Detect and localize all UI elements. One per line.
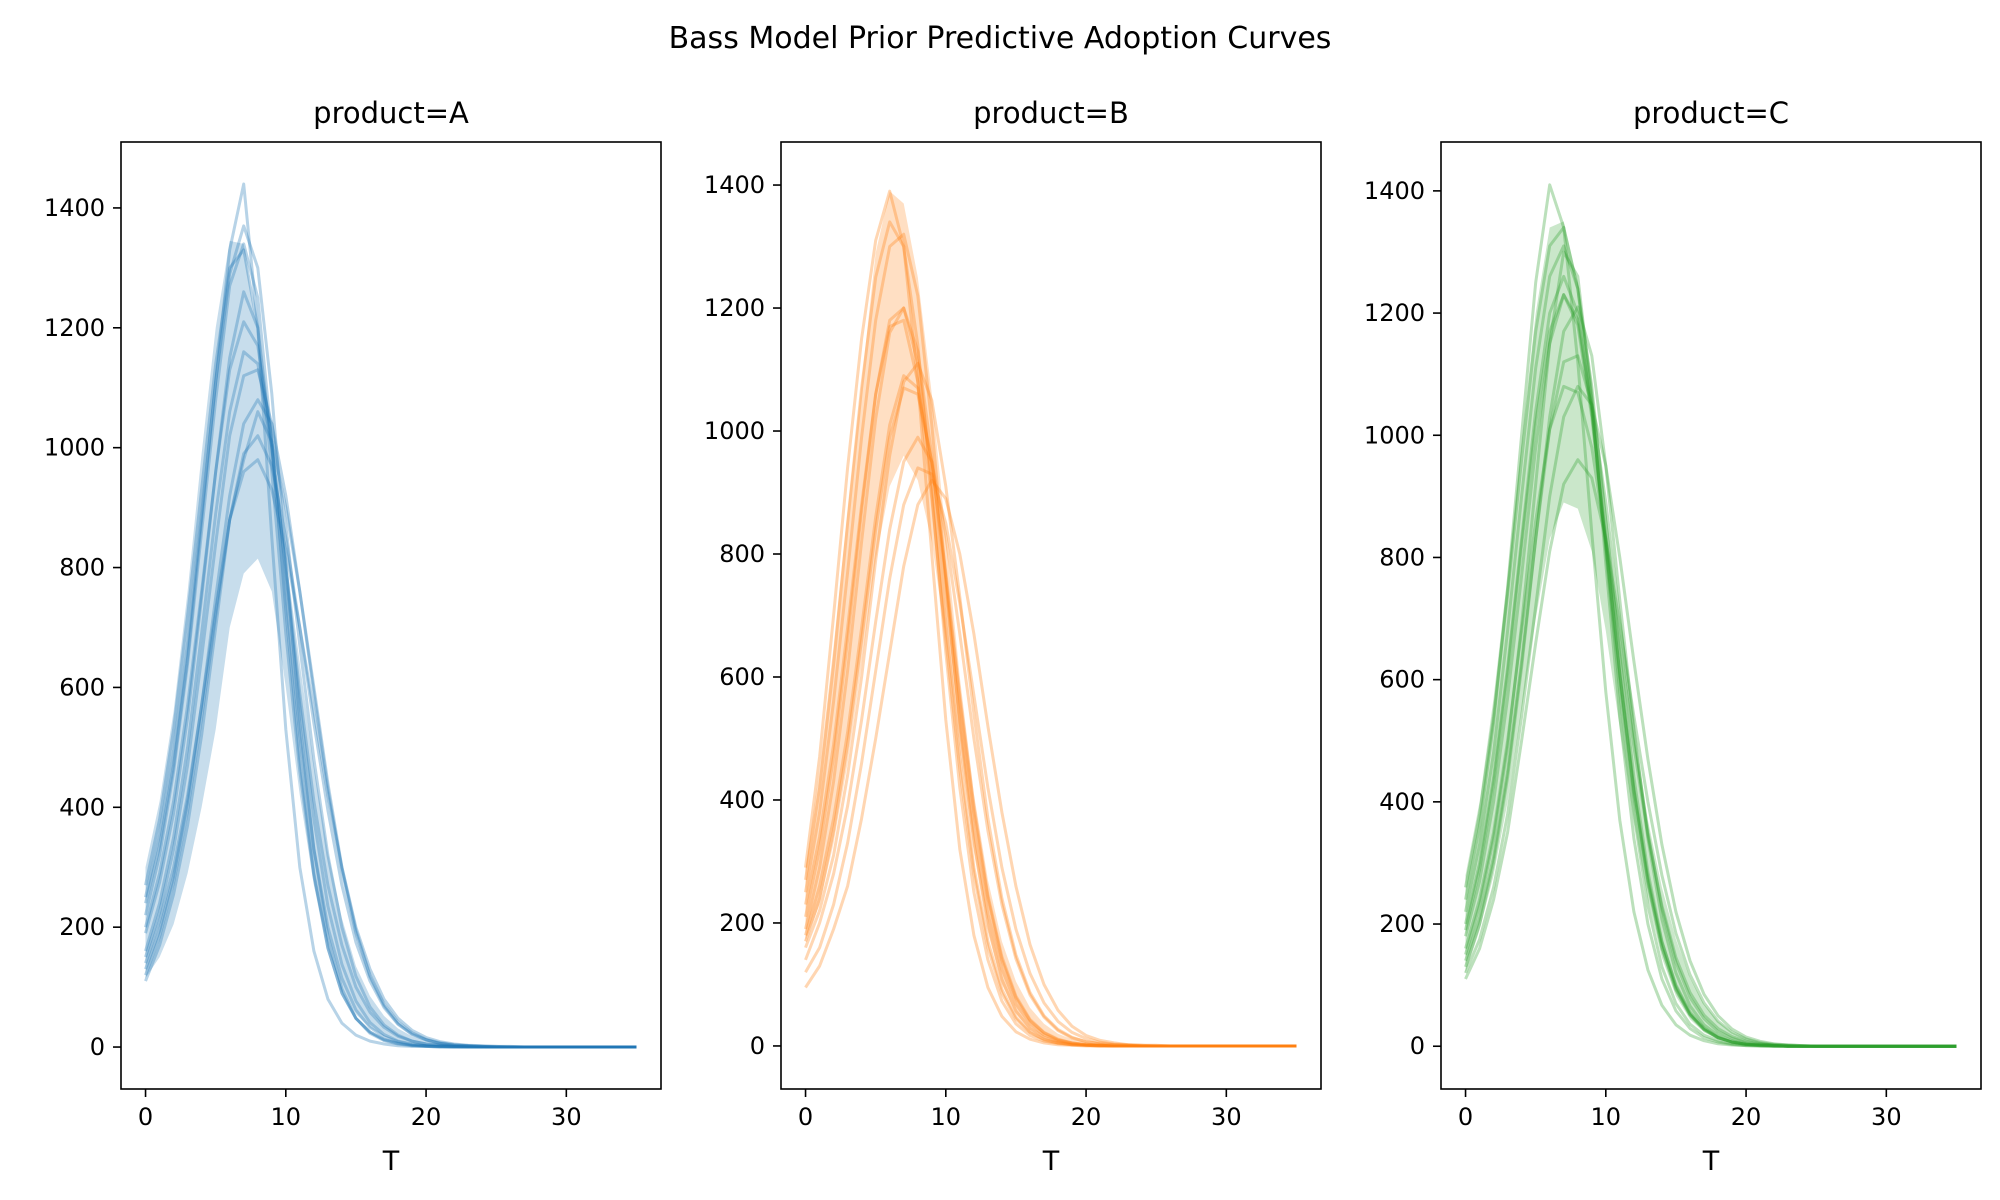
sample-curve-12 (804, 386, 1297, 1048)
y-tick-label: 0 (1410, 1032, 1425, 1060)
subplot-title: product=B (973, 96, 1129, 130)
sample-curve-11 (804, 220, 1297, 1048)
y-tick-label: 600 (59, 673, 105, 701)
uncertainty-band (1465, 221, 1957, 1047)
sample-curve-10 (144, 368, 637, 1049)
data-layer (144, 182, 637, 1049)
x-tick-label: 0 (798, 1103, 813, 1131)
y-tick-label: 1200 (1364, 299, 1425, 327)
x-tick-label: 10 (271, 1103, 302, 1131)
y-tick-label: 600 (719, 663, 765, 691)
y-tick-label: 1400 (704, 171, 765, 199)
x-tick-label: 20 (1071, 1103, 1102, 1131)
x-tick-label: 30 (1211, 1103, 1242, 1131)
sample-curve-3 (144, 290, 637, 1049)
sample-curve-6 (144, 350, 637, 1049)
y-tick-label: 1200 (704, 294, 765, 322)
sample-curve-12 (144, 398, 637, 1049)
y-tick-label: 800 (59, 554, 105, 582)
subplot-title: product=C (1633, 96, 1789, 130)
sample-curve-3 (804, 374, 1297, 1048)
sample-curve-4 (804, 306, 1297, 1048)
subplot-product-c: 0 10 20 30 0 200 400 600 800 1000 1200 1400 product… (1364, 96, 1982, 1177)
y-tick-label: 600 (1379, 666, 1425, 694)
x-tick-label: 10 (1591, 1103, 1622, 1131)
y-tick-label: 1000 (704, 417, 765, 445)
x-axis-label: T (1702, 1146, 1720, 1177)
y-tick-label: 800 (1379, 543, 1425, 571)
plot-area: 0 10 20 30 0 200 400 600 800 1000 1200 1400 (44, 141, 662, 1131)
y-tick-label: 400 (719, 786, 765, 814)
x-tick-label: 30 (551, 1103, 582, 1131)
data-layer (1464, 183, 1957, 1048)
sample-curve-5 (144, 242, 637, 1049)
x-axis-label: T (382, 1146, 400, 1177)
y-tick-label: 1200 (44, 314, 105, 342)
axes-frame (120, 141, 662, 1090)
sample-curve-8 (1464, 293, 1957, 1048)
sample-curve-7 (804, 466, 1297, 1048)
y-tick-label: 800 (719, 540, 765, 568)
sample-curve-9 (144, 320, 637, 1049)
y-tick-label: 1000 (1364, 421, 1425, 449)
sample-curve-10 (1464, 244, 1957, 1048)
sample-curve-1 (144, 182, 637, 1049)
y-tick-label: 0 (90, 1033, 105, 1061)
x-tick-label: 0 (138, 1103, 153, 1131)
sample-curve-6 (804, 232, 1297, 1048)
sample-curve-10 (804, 435, 1297, 1048)
sample-curve-1 (1464, 250, 1957, 1048)
y-tick-label: 200 (1379, 910, 1425, 938)
y-tick-label: 1400 (1364, 177, 1425, 205)
subplot-title: product=A (313, 96, 469, 130)
sample-curve-4 (1464, 274, 1957, 1048)
y-tick-label: 200 (719, 909, 765, 937)
axes-frame (1440, 141, 1982, 1090)
sample-curve-5 (804, 361, 1297, 1048)
y-tick-label: 400 (59, 793, 105, 821)
y-tick-label: 400 (1379, 788, 1425, 816)
x-tick-label: 20 (1731, 1103, 1762, 1131)
x-tick-label: 0 (1458, 1103, 1473, 1131)
y-tick-label: 200 (59, 913, 105, 941)
subplot-product-b: 0 10 20 30 0 200 400 600 800 1000 1200 1400 product… (704, 96, 1322, 1177)
sample-curve-7 (1464, 305, 1957, 1048)
y-tick-label: 1000 (44, 434, 105, 462)
subplot-product-a: 0 10 20 30 0 200 400 600 800 1000 1200 1400 product… (44, 96, 662, 1177)
sample-curve-11 (1464, 384, 1957, 1048)
sample-curve-7 (144, 248, 637, 1049)
sample-curve-5 (1464, 384, 1957, 1048)
axes-frame (780, 141, 1322, 1090)
uncertainty-band (805, 191, 1297, 1046)
sample-curve-12 (1464, 293, 1957, 1048)
sample-curve-2 (144, 410, 637, 1049)
sample-curve-9 (1464, 354, 1957, 1048)
sample-curve-1 (804, 478, 1297, 1048)
x-tick-label: 30 (1871, 1103, 1902, 1131)
plot-area: 0 10 20 30 0 200 400 600 800 1000 1200 1400 (704, 141, 1322, 1131)
sample-curve-2 (804, 189, 1297, 1048)
plot-area: 0 10 20 30 0 200 400 600 800 1000 1200 1400 (1364, 141, 1982, 1131)
uncertainty-band (145, 240, 637, 1047)
x-tick-label: 10 (931, 1103, 962, 1131)
sample-curve-9 (804, 306, 1297, 1048)
sample-curve-11 (144, 224, 637, 1049)
figure-suptitle: Bass Model Prior Predictive Adoption Cur… (669, 21, 1332, 56)
sample-curve-6 (1464, 226, 1957, 1048)
y-tick-label: 1400 (44, 194, 105, 222)
sample-curve-8 (144, 434, 637, 1049)
sample-curve-2 (1464, 183, 1957, 1048)
sample-curve-3 (1464, 458, 1957, 1048)
data-layer (804, 189, 1297, 1048)
x-tick-label: 20 (411, 1103, 442, 1131)
sample-curve-8 (804, 318, 1297, 1048)
y-tick-label: 0 (750, 1032, 765, 1060)
x-axis-label: T (1042, 1146, 1060, 1177)
sample-curve-4 (144, 458, 637, 1049)
